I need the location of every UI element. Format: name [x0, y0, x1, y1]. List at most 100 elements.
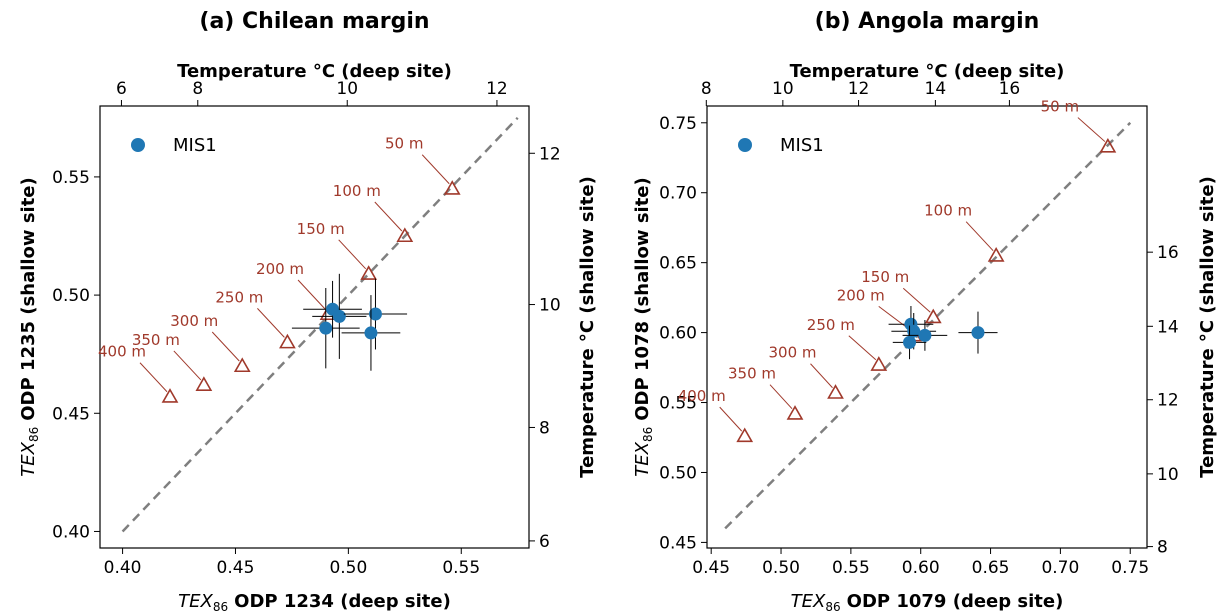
depth-label: 350 m: [132, 331, 180, 349]
depth-arrow: [769, 384, 793, 410]
depth-label: 250 m: [215, 288, 263, 306]
x-tick-label: 0.75: [1111, 558, 1149, 578]
legend-label: MIS1: [173, 135, 217, 156]
depth-arrow: [374, 201, 403, 232]
depth-marker: [195, 376, 213, 391]
x-tick-label: 0.45: [692, 558, 730, 578]
depth-label: 100 m: [924, 202, 972, 220]
depth-label: 300 m: [170, 312, 218, 330]
y-tick-label: 0.45: [52, 404, 90, 424]
depth-marker: [827, 384, 844, 399]
one-to-one-line: [724, 121, 1132, 530]
depth-label: 400 m: [98, 343, 146, 361]
right-tick-label: 14: [1157, 317, 1179, 337]
one-to-one-line: [121, 116, 519, 533]
right-tick-label: 16: [1157, 243, 1179, 263]
right-axis-title: Temperature °C (shallow site): [1197, 176, 1218, 478]
depth-marker: [870, 356, 888, 371]
depth-arrow: [297, 279, 326, 310]
x-tick-label: 0.60: [902, 558, 940, 578]
depth-label: 200 m: [837, 286, 885, 304]
depth-marker: [161, 388, 179, 403]
depth-label: 50 m: [385, 135, 423, 153]
plot-frame: [706, 105, 1148, 549]
x-tick-label: 0.50: [329, 558, 367, 578]
right-tick-label: 6: [539, 532, 550, 552]
y-tick-label: 0.55: [52, 168, 90, 188]
top-tick-label: 14: [925, 79, 947, 99]
y-tick-label: 0.70: [659, 184, 697, 204]
depth-arrow: [257, 308, 285, 338]
right-tick-label: 12: [1157, 391, 1179, 411]
depth-label: 150 m: [861, 268, 909, 286]
top-axis-title: Temperature °C (deep site): [177, 61, 452, 82]
y-tick-label: 0.45: [659, 533, 697, 553]
y-tick-label: 0.50: [52, 286, 90, 306]
y-tick-label: 0.40: [52, 522, 90, 542]
chart-1: (b) Angola margin 0.45 0.50 0.55 0.60 0.65 0.7…: [632, 9, 1218, 614]
right-tick-label: 8: [1157, 538, 1168, 558]
depth-arrow: [810, 363, 833, 389]
y-axis-title: TEX86ODP 1078 (shallow site): [632, 177, 655, 476]
depth-label: 150 m: [297, 220, 345, 238]
depth-arrow: [338, 239, 367, 270]
top-tick-label: 12: [848, 79, 870, 99]
depth-arrow: [211, 331, 240, 362]
legend-marker: [738, 138, 752, 152]
data-point: [918, 328, 932, 342]
depth-label: 300 m: [769, 344, 817, 362]
x-tick-label: 0.55: [442, 558, 480, 578]
depth-label: 50 m: [1041, 98, 1079, 116]
y-tick-label: 0.60: [659, 324, 697, 344]
depth-marker: [396, 227, 414, 243]
right-tick-label: 10: [539, 296, 561, 316]
data-point: [364, 326, 378, 340]
legend-label: MIS1: [780, 135, 824, 156]
depth-marker: [924, 308, 942, 324]
depth-arrow: [719, 406, 743, 432]
data-point: [903, 335, 917, 349]
top-tick-label: 12: [486, 79, 508, 99]
depth-marker: [360, 265, 378, 280]
depth-label: 200 m: [256, 260, 304, 278]
x-axis-title: TEX86 ODP 1079 (deep site): [791, 591, 1064, 614]
depth-marker: [786, 405, 804, 420]
chart-0: (a) Chilean margin 0.40 0.45 0.50 0.55 0.40 0.…: [18, 9, 598, 614]
x-tick-label: 0.70: [1041, 558, 1079, 578]
top-tick-label: 10: [772, 79, 794, 99]
depth-marker: [1099, 137, 1117, 153]
y-tick-label: 0.55: [659, 394, 697, 414]
depth-marker: [443, 180, 461, 195]
top-tick-label: 8: [192, 79, 203, 99]
depth-arrow: [848, 335, 877, 361]
depth-label: 350 m: [728, 365, 776, 383]
x-tick-label: 0.40: [104, 558, 142, 578]
depth-marker: [987, 247, 1005, 262]
plot-frame: [99, 105, 530, 549]
depth-arrow: [902, 287, 931, 313]
right-tick-label: 10: [1157, 465, 1179, 485]
legend-marker: [131, 138, 145, 152]
y-tick-label: 0.75: [659, 114, 697, 134]
right-tick-label: 8: [539, 418, 550, 438]
data-point: [907, 324, 921, 338]
depth-arrow: [421, 154, 450, 185]
right-axis-title: Temperature °C (shallow site): [577, 176, 598, 478]
depth-arrow: [173, 350, 202, 381]
depth-marker: [736, 427, 754, 443]
x-tick-label: 0.65: [972, 558, 1010, 578]
y-axis-title: TEX86ODP 1235 (shallow site): [18, 177, 41, 476]
depth-label: 100 m: [333, 182, 381, 200]
data-point: [332, 309, 346, 323]
depth-arrow: [1077, 117, 1106, 142]
top-tick-label: 6: [116, 79, 127, 99]
right-tick-label: 12: [539, 144, 561, 164]
chart-title: (a) Chilean margin: [199, 9, 429, 34]
depth-arrow: [965, 221, 994, 252]
top-tick-label: 8: [701, 79, 712, 99]
x-tick-label: 0.50: [762, 558, 800, 578]
data-point: [368, 307, 382, 321]
depth-label: 400 m: [678, 387, 726, 405]
top-tick-label: 16: [999, 79, 1021, 99]
